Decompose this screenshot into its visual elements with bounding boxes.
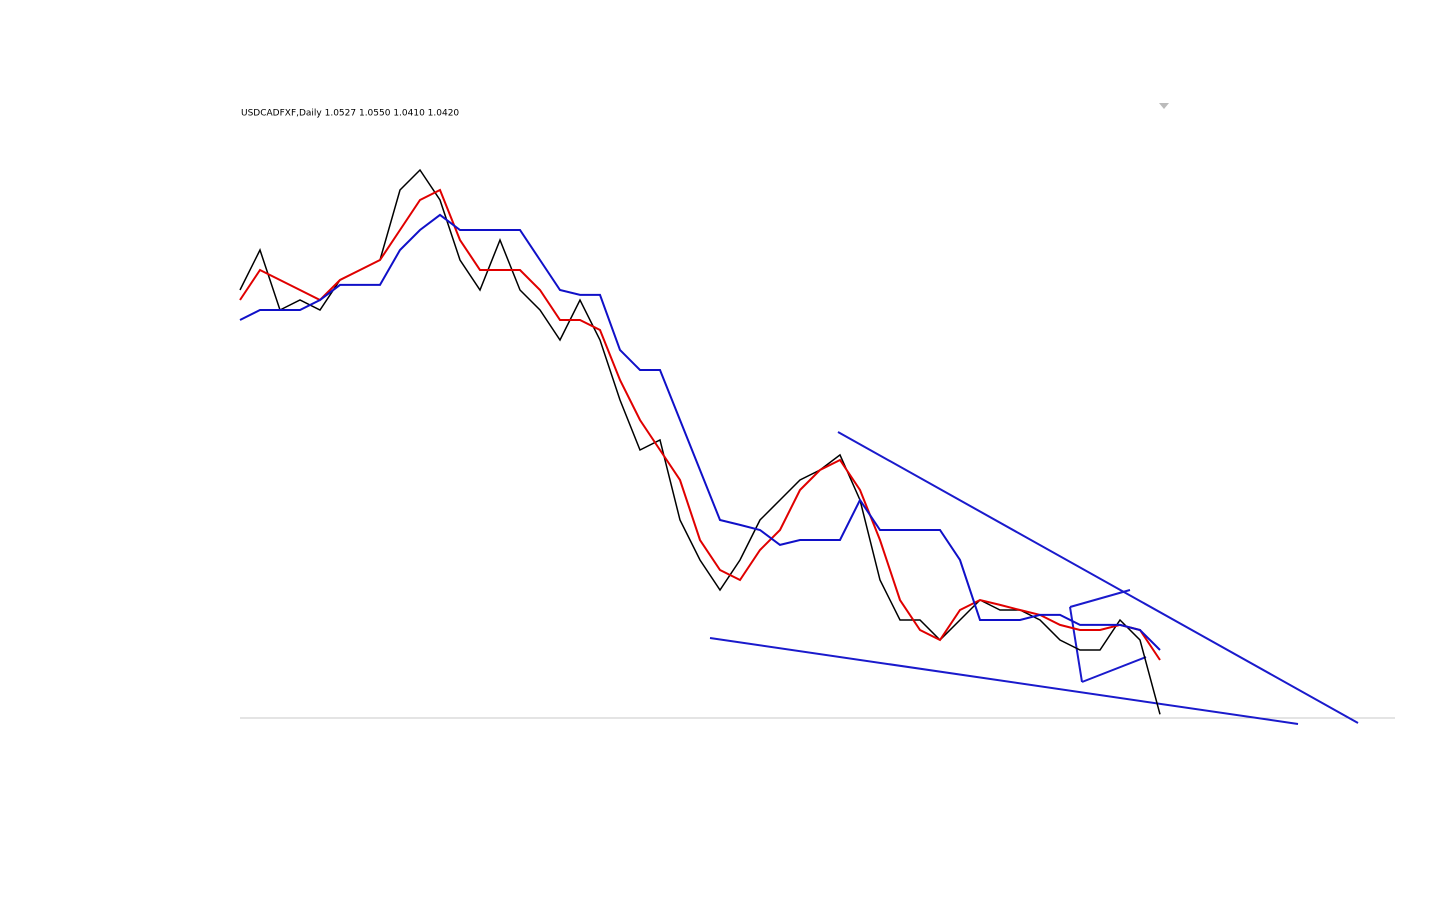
series-line <box>239 213 1161 651</box>
series-line <box>239 188 1161 661</box>
menu-arrow[interactable] <box>1159 103 1169 109</box>
trendlines <box>709 431 1359 725</box>
chart-title: USDCADFXF,Daily 1.0527 1.0550 1.0410 1.0… <box>241 109 459 119</box>
series-line <box>239 168 1161 715</box>
